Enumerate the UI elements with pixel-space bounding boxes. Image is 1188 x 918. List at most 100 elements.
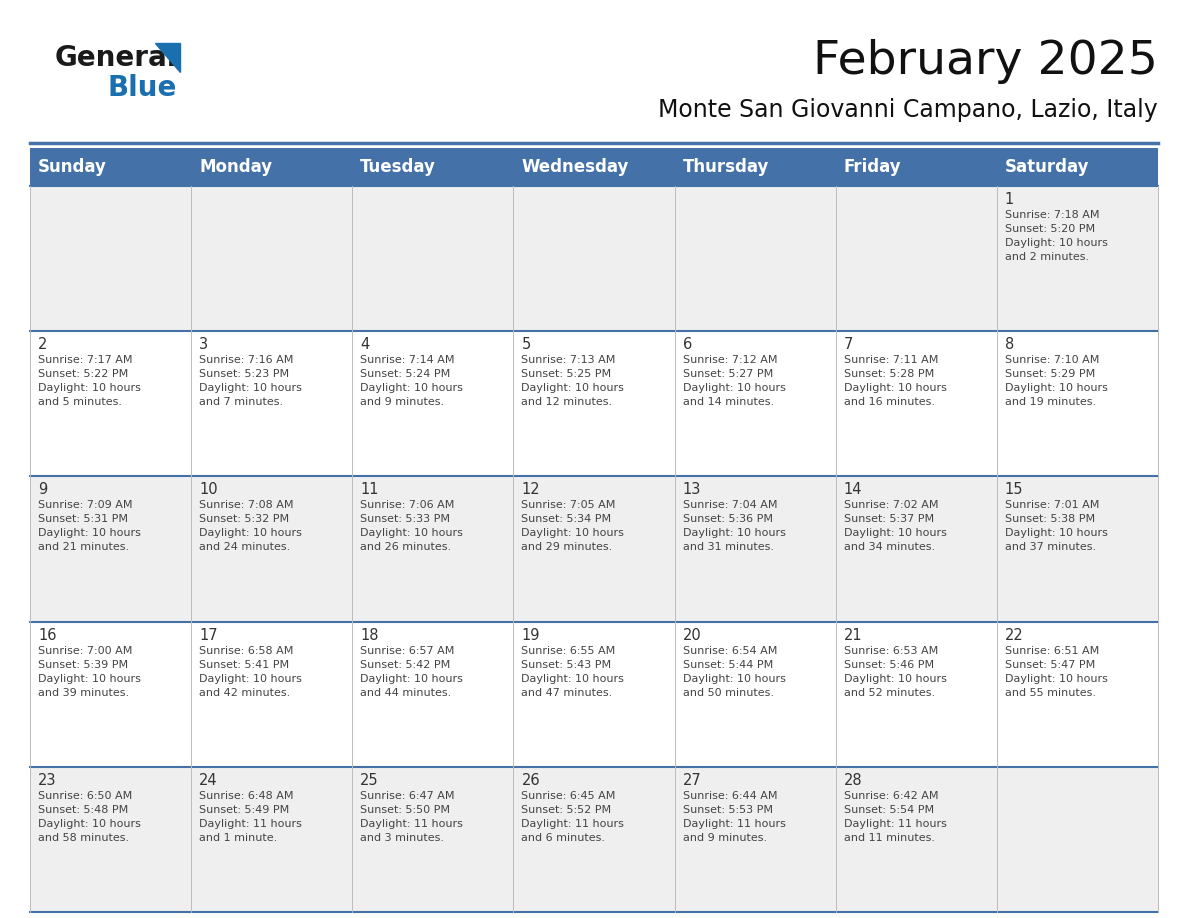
Text: Sunset: 5:50 PM: Sunset: 5:50 PM [360, 805, 450, 815]
Text: Sunset: 5:31 PM: Sunset: 5:31 PM [38, 514, 128, 524]
Text: Sunrise: 7:14 AM: Sunrise: 7:14 AM [360, 355, 455, 365]
Text: and 9 minutes.: and 9 minutes. [683, 833, 766, 843]
Bar [675, 331, 835, 476]
Text: Sunrise: 7:12 AM: Sunrise: 7:12 AM [683, 355, 777, 365]
Text: and 5 minutes.: and 5 minutes. [38, 397, 122, 408]
Text: Sunset: 5:52 PM: Sunset: 5:52 PM [522, 805, 612, 815]
Text: Sunset: 5:24 PM: Sunset: 5:24 PM [360, 369, 450, 379]
Bar [353, 331, 513, 476]
Text: and 31 minutes.: and 31 minutes. [683, 543, 773, 553]
Bar [30, 148, 1158, 186]
Text: Sunrise: 7:17 AM: Sunrise: 7:17 AM [38, 355, 133, 365]
Text: and 37 minutes.: and 37 minutes. [1005, 543, 1097, 553]
Text: and 14 minutes.: and 14 minutes. [683, 397, 773, 408]
Polygon shape [154, 43, 181, 72]
Text: and 26 minutes.: and 26 minutes. [360, 543, 451, 553]
Text: and 55 minutes.: and 55 minutes. [1005, 688, 1095, 698]
Text: and 2 minutes.: and 2 minutes. [1005, 252, 1089, 262]
Text: 21: 21 [843, 628, 862, 643]
Text: Sunset: 5:37 PM: Sunset: 5:37 PM [843, 514, 934, 524]
Text: Sunrise: 6:47 AM: Sunrise: 6:47 AM [360, 790, 455, 800]
Text: 7: 7 [843, 337, 853, 353]
Text: Sunset: 5:49 PM: Sunset: 5:49 PM [200, 805, 290, 815]
Text: Sunset: 5:22 PM: Sunset: 5:22 PM [38, 369, 128, 379]
Bar [30, 186, 191, 331]
Text: 16: 16 [38, 628, 57, 643]
Text: Sunrise: 7:13 AM: Sunrise: 7:13 AM [522, 355, 615, 365]
Bar [191, 331, 353, 476]
Text: Daylight: 10 hours: Daylight: 10 hours [360, 529, 463, 538]
Text: Sunrise: 6:58 AM: Sunrise: 6:58 AM [200, 645, 293, 655]
Text: and 1 minute.: and 1 minute. [200, 833, 277, 843]
Text: Daylight: 10 hours: Daylight: 10 hours [200, 674, 302, 684]
Bar [513, 476, 675, 621]
Bar [30, 767, 191, 912]
Bar [30, 621, 191, 767]
Text: Daylight: 10 hours: Daylight: 10 hours [200, 383, 302, 393]
Text: Sunrise: 7:09 AM: Sunrise: 7:09 AM [38, 500, 133, 510]
Text: Monte San Giovanni Campano, Lazio, Italy: Monte San Giovanni Campano, Lazio, Italy [658, 98, 1158, 122]
Text: 20: 20 [683, 628, 701, 643]
Text: 6: 6 [683, 337, 691, 353]
Text: 17: 17 [200, 628, 217, 643]
Text: and 39 minutes.: and 39 minutes. [38, 688, 129, 698]
Text: Sunrise: 6:50 AM: Sunrise: 6:50 AM [38, 790, 132, 800]
Text: Sunrise: 6:44 AM: Sunrise: 6:44 AM [683, 790, 777, 800]
Text: Friday: Friday [843, 158, 902, 176]
Text: Sunset: 5:39 PM: Sunset: 5:39 PM [38, 660, 128, 669]
Bar [191, 186, 353, 331]
Text: Sunset: 5:54 PM: Sunset: 5:54 PM [843, 805, 934, 815]
Text: and 29 minutes.: and 29 minutes. [522, 543, 613, 553]
Text: Sunset: 5:20 PM: Sunset: 5:20 PM [1005, 224, 1095, 234]
Text: 13: 13 [683, 482, 701, 498]
Bar [675, 621, 835, 767]
Bar [997, 767, 1158, 912]
Text: Sunrise: 7:18 AM: Sunrise: 7:18 AM [1005, 210, 1099, 220]
Text: and 19 minutes.: and 19 minutes. [1005, 397, 1097, 408]
Text: Sunrise: 7:00 AM: Sunrise: 7:00 AM [38, 645, 132, 655]
Text: Sunrise: 6:45 AM: Sunrise: 6:45 AM [522, 790, 615, 800]
Bar [675, 767, 835, 912]
Bar [353, 621, 513, 767]
Text: Sunrise: 7:06 AM: Sunrise: 7:06 AM [360, 500, 455, 510]
Text: Daylight: 10 hours: Daylight: 10 hours [38, 529, 141, 538]
Text: Thursday: Thursday [683, 158, 769, 176]
Text: Daylight: 10 hours: Daylight: 10 hours [843, 674, 947, 684]
Text: and 44 minutes.: and 44 minutes. [360, 688, 451, 698]
Bar [675, 476, 835, 621]
Text: Daylight: 10 hours: Daylight: 10 hours [1005, 674, 1107, 684]
Text: Daylight: 10 hours: Daylight: 10 hours [683, 674, 785, 684]
Text: Sunset: 5:43 PM: Sunset: 5:43 PM [522, 660, 612, 669]
Text: Daylight: 10 hours: Daylight: 10 hours [38, 819, 141, 829]
Text: Tuesday: Tuesday [360, 158, 436, 176]
Text: Sunset: 5:36 PM: Sunset: 5:36 PM [683, 514, 772, 524]
Text: Sunrise: 6:51 AM: Sunrise: 6:51 AM [1005, 645, 1099, 655]
Text: and 50 minutes.: and 50 minutes. [683, 688, 773, 698]
Bar [997, 621, 1158, 767]
Text: Sunrise: 6:54 AM: Sunrise: 6:54 AM [683, 645, 777, 655]
Text: and 47 minutes.: and 47 minutes. [522, 688, 613, 698]
Text: Sunrise: 7:02 AM: Sunrise: 7:02 AM [843, 500, 939, 510]
Bar [835, 331, 997, 476]
Text: Sunset: 5:29 PM: Sunset: 5:29 PM [1005, 369, 1095, 379]
Bar [835, 186, 997, 331]
Text: General: General [55, 44, 177, 72]
Text: Daylight: 10 hours: Daylight: 10 hours [1005, 383, 1107, 393]
Text: 12: 12 [522, 482, 541, 498]
Text: Sunday: Sunday [38, 158, 107, 176]
Text: Sunrise: 7:01 AM: Sunrise: 7:01 AM [1005, 500, 1099, 510]
Text: 22: 22 [1005, 628, 1024, 643]
Text: 25: 25 [360, 773, 379, 788]
Text: Daylight: 10 hours: Daylight: 10 hours [38, 383, 141, 393]
Text: Sunset: 5:41 PM: Sunset: 5:41 PM [200, 660, 289, 669]
Text: Sunrise: 7:10 AM: Sunrise: 7:10 AM [1005, 355, 1099, 365]
Text: Daylight: 11 hours: Daylight: 11 hours [522, 819, 625, 829]
Text: Sunset: 5:53 PM: Sunset: 5:53 PM [683, 805, 772, 815]
Bar [353, 767, 513, 912]
Text: 18: 18 [360, 628, 379, 643]
Text: 3: 3 [200, 337, 208, 353]
Bar [191, 621, 353, 767]
Bar [835, 621, 997, 767]
Text: and 6 minutes.: and 6 minutes. [522, 833, 606, 843]
Text: Sunset: 5:28 PM: Sunset: 5:28 PM [843, 369, 934, 379]
